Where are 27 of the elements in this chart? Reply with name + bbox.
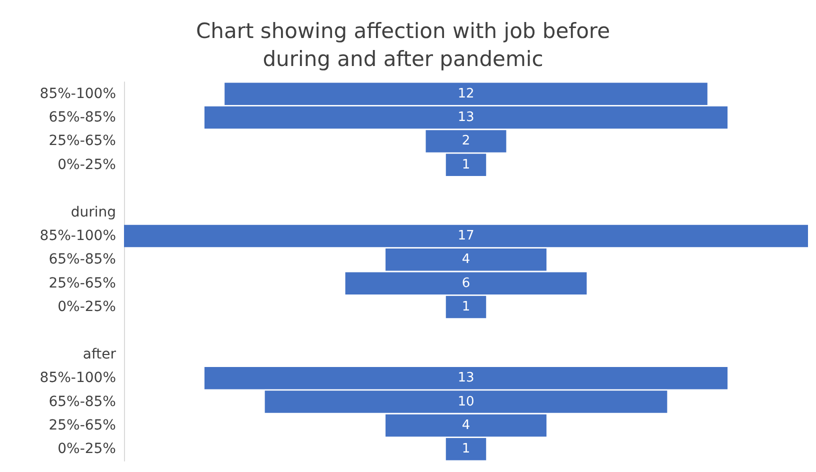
data-label: 4 <box>462 252 470 268</box>
category-label: 25%-65% <box>48 275 116 292</box>
data-label: 1 <box>462 157 470 172</box>
data-label: 13 <box>458 370 474 386</box>
data-label: 6 <box>462 276 470 291</box>
data-label: 1 <box>462 442 470 457</box>
category-label: 85%-100% <box>40 228 116 244</box>
text: Chart showing affection with job before during and after pandemic <box>196 19 610 71</box>
category-label: 0%-25% <box>58 299 116 316</box>
data-label: 1 <box>462 300 470 315</box>
category-label: 65%-85% <box>48 252 116 268</box>
category-label: after <box>82 346 116 362</box>
category-label: 65%-85% <box>48 394 116 410</box>
data-label: 2 <box>462 134 470 149</box>
data-label: 4 <box>462 418 470 433</box>
category-label: 65%-85% <box>48 110 116 126</box>
category-label: 85%-100% <box>40 370 116 386</box>
category-label: 25%-65% <box>48 417 116 434</box>
category-label: 0%-25% <box>58 441 116 458</box>
category-label: 0%-25% <box>58 156 116 173</box>
data-label: 17 <box>458 228 474 244</box>
category-label: 25%-65% <box>48 133 116 150</box>
data-label: 12 <box>458 86 474 102</box>
category-label: 85%-100% <box>40 86 116 102</box>
category-label: during <box>70 204 116 220</box>
data-label: 13 <box>458 110 474 126</box>
data-label: 10 <box>458 394 474 410</box>
